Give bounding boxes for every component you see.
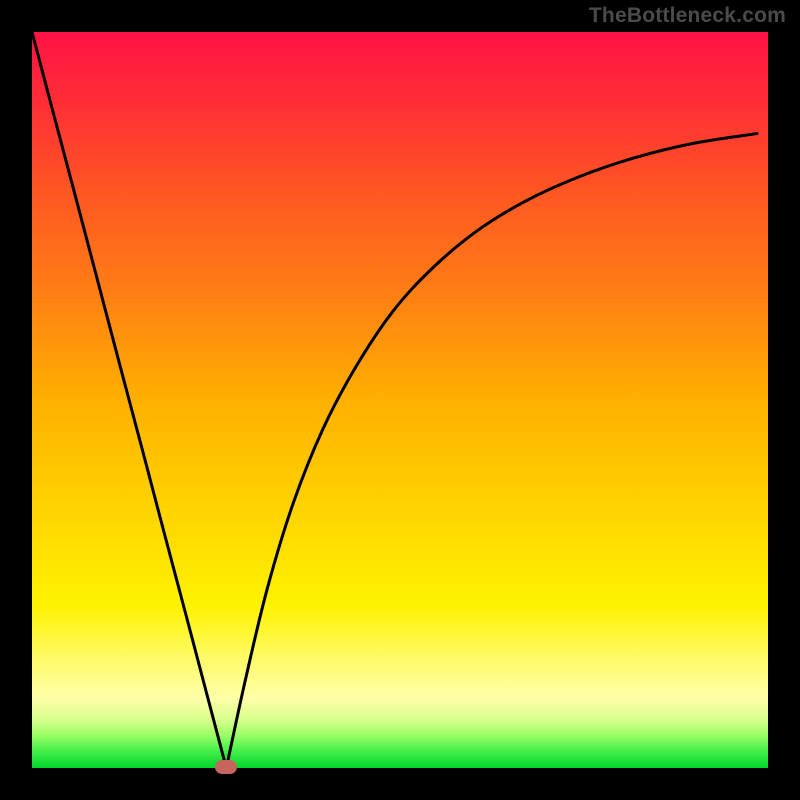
- chart-frame: TheBottleneck.com: [0, 0, 800, 800]
- curve-path: [32, 32, 757, 768]
- plot-area: [32, 32, 768, 768]
- bottleneck-curve: [32, 32, 768, 768]
- watermark-text: TheBottleneck.com: [589, 4, 786, 28]
- optimum-marker: [215, 760, 237, 774]
